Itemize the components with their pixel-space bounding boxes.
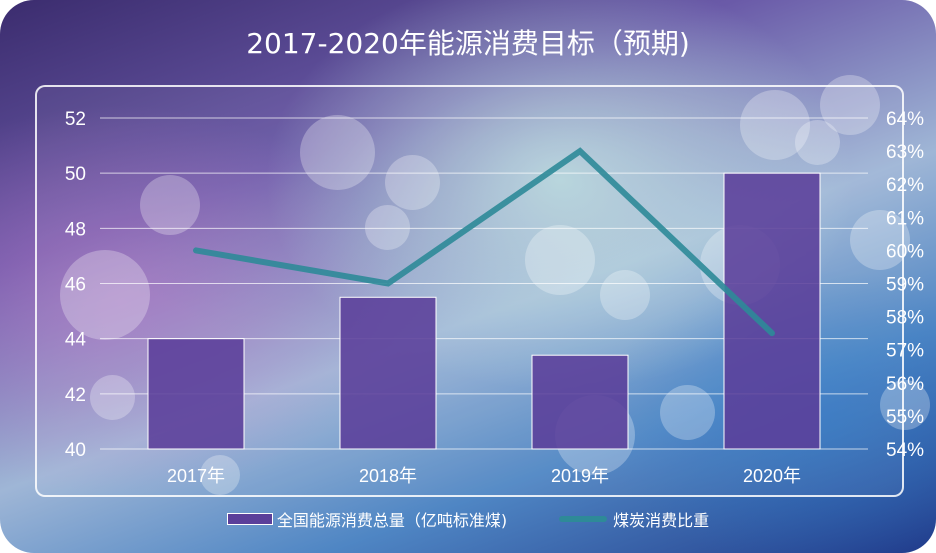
line-point bbox=[195, 249, 197, 251]
bokeh-light bbox=[385, 155, 440, 210]
y-right-tick-label: 56% bbox=[886, 374, 924, 395]
bokeh-light bbox=[300, 115, 375, 190]
bokeh-light bbox=[200, 455, 240, 495]
bokeh-light bbox=[365, 205, 410, 250]
line-point bbox=[771, 332, 773, 334]
bokeh-light bbox=[795, 120, 840, 165]
line-series-coal-share bbox=[193, 147, 775, 337]
legend-swatch-line bbox=[559, 516, 608, 522]
y-left-tick-label: 52 bbox=[65, 109, 86, 130]
y-left-tick-label: 42 bbox=[65, 385, 86, 406]
x-tick-label: 2020年 bbox=[743, 466, 801, 486]
x-tick-label: 2019年 bbox=[551, 466, 609, 486]
bar bbox=[723, 172, 821, 450]
y-left-tick-label: 46 bbox=[65, 275, 86, 296]
x-tick-label: 2018年 bbox=[359, 466, 417, 486]
y-right-tick-label: 57% bbox=[886, 341, 924, 362]
bokeh-light bbox=[90, 375, 135, 420]
bar bbox=[339, 296, 437, 450]
bokeh-light bbox=[60, 250, 150, 340]
bar bbox=[147, 338, 245, 450]
y-right-tick-label: 61% bbox=[886, 208, 924, 229]
legend: 全国能源消费总量（亿吨标准煤) 煤炭消费比重 bbox=[0, 506, 936, 532]
bar bbox=[531, 354, 629, 450]
bokeh-light bbox=[880, 380, 930, 430]
y-right-tick-label: 55% bbox=[886, 407, 924, 428]
y-right-tick-label: 54% bbox=[886, 440, 924, 461]
y-right-tick-label: 64% bbox=[886, 109, 924, 130]
y-left-tick-label: 40 bbox=[65, 440, 86, 461]
y-left-tick-label: 48 bbox=[65, 219, 86, 240]
chart-title: 2017-2020年能源消费目标（预期) bbox=[246, 27, 690, 60]
y-right-tick-label: 60% bbox=[886, 241, 924, 262]
y-right-tick-label: 58% bbox=[886, 308, 924, 329]
line-point bbox=[387, 283, 389, 284]
y-right-tick-label: 63% bbox=[886, 142, 924, 163]
bokeh-light bbox=[740, 90, 810, 160]
y-left-tick-label: 44 bbox=[65, 330, 87, 351]
y-left-tick-label: 50 bbox=[65, 164, 86, 185]
legend-label-line: 煤炭消费比重 bbox=[613, 511, 710, 530]
bokeh-light bbox=[850, 210, 910, 270]
legend-item-bar: 全国能源消费总量（亿吨标准煤) bbox=[226, 507, 508, 531]
legend-item-line: 煤炭消费比重 bbox=[559, 507, 709, 531]
y-right-tick-label: 59% bbox=[886, 275, 924, 296]
x-tick-label: 2017年 bbox=[167, 466, 225, 486]
y-right-tick-label: 62% bbox=[886, 175, 924, 196]
legend-label-bar: 全国能源消费总量（亿吨标准煤) bbox=[276, 511, 508, 530]
legend-swatch-bar bbox=[226, 513, 273, 525]
line-point bbox=[579, 150, 581, 152]
bokeh-light bbox=[140, 175, 200, 235]
bokeh-light bbox=[600, 270, 650, 320]
